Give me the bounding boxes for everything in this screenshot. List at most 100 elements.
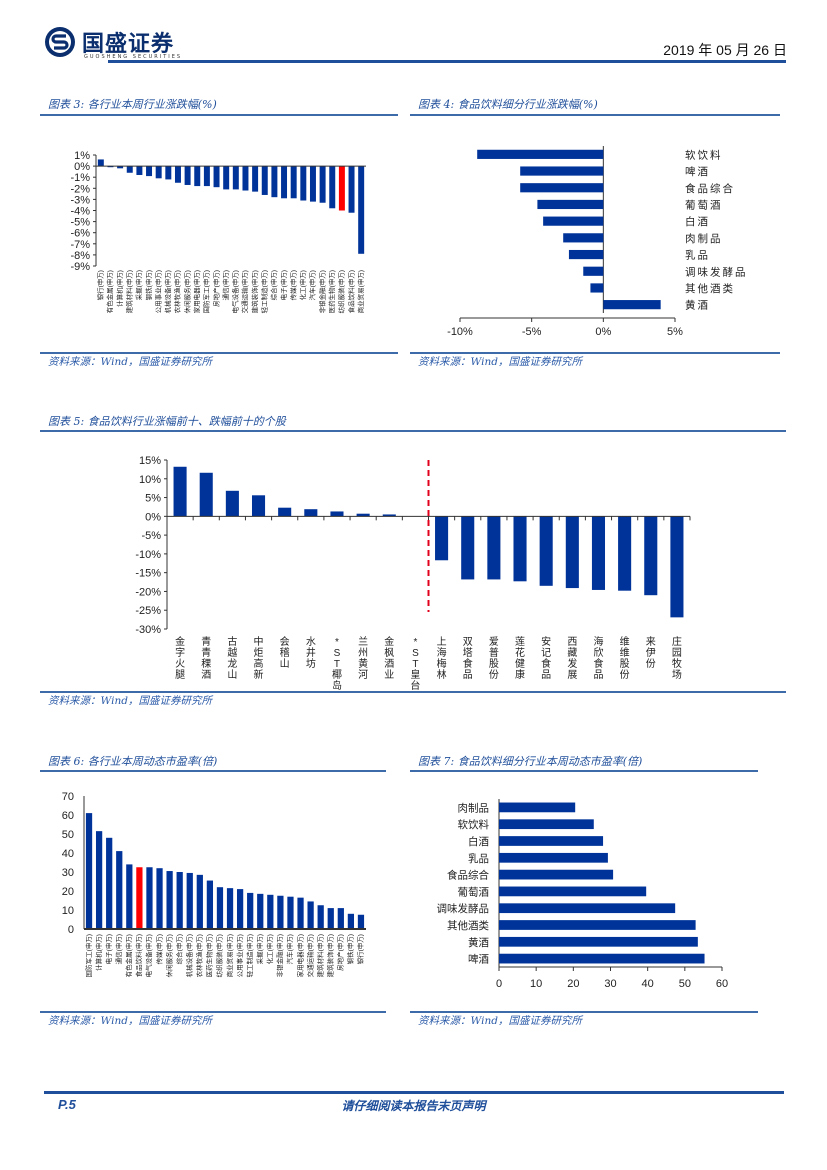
chart6-bar (106, 837, 113, 929)
chart3-y-tick: -5% (70, 217, 90, 229)
chart6-y-tick: 50 (62, 829, 74, 841)
logo-icon (45, 27, 75, 57)
chart6-x-label: 汽车(申万) (285, 934, 294, 964)
chart6-bar (146, 867, 153, 929)
figure-5-bottom-rule (40, 691, 786, 693)
chart7-bar (499, 903, 676, 914)
chart6-y-tick: 30 (62, 867, 74, 879)
chart3-x-label: 医药生物(申万) (327, 270, 336, 313)
chart3-x-label: 计算机(申万) (115, 270, 124, 307)
chart5-y-tick: -20% (135, 586, 161, 598)
chart6-x-label: 休闲服务(申万) (164, 934, 173, 977)
chart5-x-label: 会稽山 (280, 635, 290, 670)
figure-3-title: 图表 3: 各行业本周行业涨跌幅(%) (48, 98, 217, 111)
chart5-x-label: 水井坊 (306, 636, 316, 670)
chart7-category-label: 软饮料 (458, 818, 490, 831)
chart3-bar (329, 166, 336, 209)
footer-disclaimer: 请仔细阅读本报告末页声明 (341, 1099, 486, 1113)
chart6-x-label: 纺织服装(申万) (215, 934, 224, 977)
company-logo: 国盛证券 GUOSHENG SECURITIES (44, 24, 184, 64)
figure-7-title: 图表 7: 食品饮料细分行业本周动态市盈率(倍) (418, 755, 643, 768)
chart6-y-tick: 40 (62, 848, 74, 860)
chart4-category-label: 葡萄酒 (685, 198, 723, 211)
chart3-bar (223, 166, 230, 190)
chart5-x-label: 上海梅林 (437, 636, 447, 681)
chart4-bar (520, 166, 604, 176)
chart3-bar (309, 166, 316, 202)
chart6-x-label: 建筑装饰(申万) (325, 934, 334, 977)
chart5-bar (618, 516, 632, 591)
chart3-x-label: 有色金属(申万) (105, 270, 114, 313)
chart5-x-label: 来伊份 (646, 636, 656, 670)
chart6-x-label: 国防军工(申万) (84, 934, 93, 977)
chart3-x-label: 建筑材料(申万) (124, 270, 133, 313)
figure-6-source: 资料来源：Wind，国盛证券研究所 (48, 1015, 212, 1027)
figure-6-bottom-rule (40, 1011, 386, 1013)
chart5-x-label: 维维股份 (620, 635, 630, 681)
chart6-x-label: 食品饮料(申万) (134, 934, 143, 977)
chart7-category-label: 葡萄酒 (458, 885, 490, 898)
chart5-bar (278, 507, 292, 517)
chart3-bar (97, 159, 104, 167)
chart6-y-tick: 20 (62, 886, 74, 898)
chart3-bar (242, 166, 249, 191)
chart3-bar (136, 166, 143, 175)
chart6-bar (85, 813, 93, 929)
chart3-y-tick: 1% (74, 150, 90, 162)
chart6-bar (95, 831, 103, 929)
chart3-bar (126, 166, 133, 173)
chart3-bar (281, 166, 288, 199)
chart6-bar (357, 914, 365, 929)
figure-4-title: 图表 4: 食品饮料细分行业涨跌幅(%) (418, 98, 598, 111)
chart7-category-label: 白酒 (468, 835, 489, 848)
chart3-y-tick: -6% (70, 228, 90, 240)
figure-7-bottom-rule (410, 1011, 758, 1013)
chart6-bar (126, 864, 133, 929)
chart5-y-tick: 0% (145, 511, 161, 523)
chart4-x-tick: 5% (667, 326, 683, 338)
chart6-x-label: 传媒(申万) (154, 934, 163, 964)
chart7-bar (499, 819, 594, 830)
chart7-x-tick: 20 (567, 978, 579, 990)
chart5-x-label: * S T 皇台 (410, 637, 420, 692)
chart4-category-label: 调味发酵品 (685, 265, 748, 278)
chart5-y-tick: 10% (139, 474, 161, 486)
chart6-x-label: 交通运输(申万) (305, 934, 314, 977)
chart7-bar (499, 886, 647, 897)
chart4-category-label: 肉制品 (685, 232, 723, 245)
chart7-category-label: 肉制品 (458, 801, 490, 814)
chart4-bar (583, 266, 604, 276)
figure-5-top-rule (40, 430, 786, 432)
figure-3-source: 资料来源：Wind，国盛证券研究所 (48, 356, 212, 368)
chart3-bar (155, 166, 162, 179)
chart5-x-label: 兰州黄河 (358, 635, 368, 681)
chart5-bar (513, 516, 527, 582)
chart3-bar (338, 166, 345, 211)
chart5-x-label: 海欣食品 (593, 635, 603, 681)
chart6-x-label: 化工(申万) (265, 934, 274, 964)
chart6-bar (176, 872, 183, 929)
chart5-bar (539, 516, 553, 586)
chart6-x-label: 公用事业(申万) (235, 934, 244, 977)
chart5-x-label: 青青稞酒 (201, 635, 211, 681)
chart6-x-label: 银行(申万) (356, 934, 365, 964)
chart3-bar (165, 166, 172, 180)
figure-3-bottom-rule (40, 352, 398, 354)
chart6-x-label: 机械设备(申万) (184, 934, 193, 977)
chart3-x-label: 化工(申万) (298, 270, 307, 300)
chart6-x-label: 商业贸易(申万) (225, 934, 234, 977)
figure-7-source: 资料来源：Wind，国盛证券研究所 (418, 1015, 582, 1027)
chart7-bar (499, 920, 696, 930)
chart4-category-label: 啤酒 (685, 165, 710, 178)
chart4-x-tick: -5% (522, 326, 542, 338)
chart7-x-tick: 30 (604, 978, 616, 990)
chart4-category-label: 食品综合 (685, 182, 735, 195)
chart6-bar (226, 888, 234, 929)
chart6-bar (257, 893, 264, 929)
chart4-category-label: 白酒 (685, 215, 710, 228)
chart3-x-label: 房地产(申万) (211, 270, 220, 307)
chart5-y-tick: 5% (145, 493, 161, 505)
chart3-x-label: 商业贸易(申万) (356, 270, 365, 313)
figure-5-title: 图表 5: 食品饮料行业涨幅前十、跌幅前十的个股 (48, 415, 286, 428)
chart5-y-tick: 15% (139, 455, 161, 467)
